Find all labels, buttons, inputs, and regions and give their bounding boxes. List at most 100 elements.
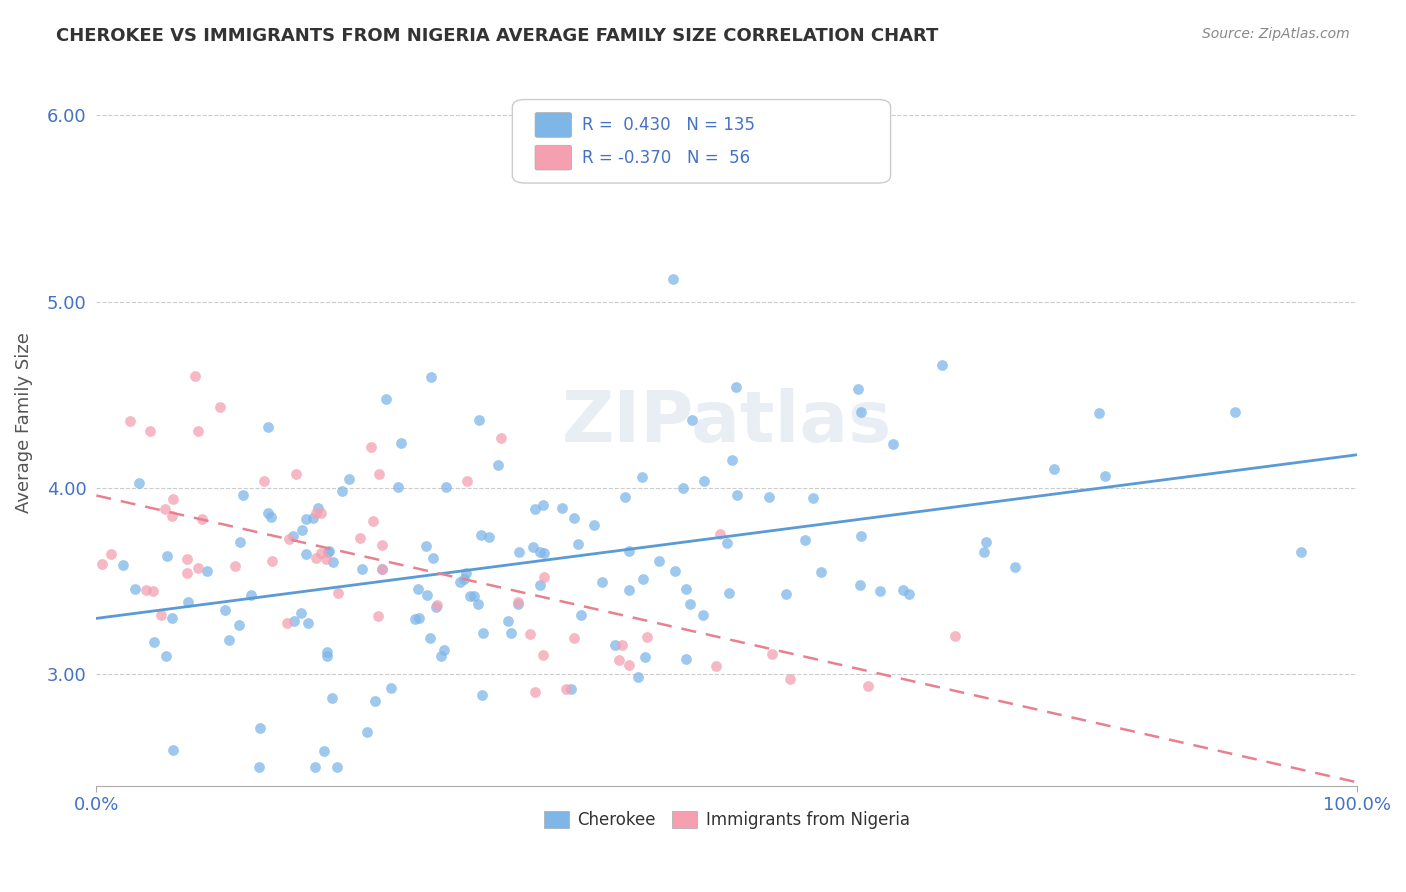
Point — [312, 744, 335, 758]
Point — [519, 627, 541, 641]
Point — [155, 648, 177, 663]
Point — [882, 437, 904, 451]
Point — [524, 501, 547, 516]
Point — [456, 474, 478, 488]
Point — [321, 691, 343, 706]
Point — [240, 588, 263, 602]
Text: R =  0.430   N = 135: R = 0.430 N = 135 — [582, 116, 755, 134]
Point — [361, 514, 384, 528]
Point — [508, 597, 530, 611]
Point — [330, 484, 353, 499]
Point — [256, 420, 278, 434]
Point — [364, 694, 387, 708]
Point — [406, 582, 429, 597]
Point — [1004, 560, 1026, 574]
Point — [283, 529, 305, 543]
Point — [283, 615, 305, 629]
Point — [433, 642, 456, 657]
Point — [931, 358, 953, 372]
Point — [508, 545, 530, 559]
Point — [305, 551, 328, 566]
Point — [356, 724, 378, 739]
Point — [307, 501, 329, 516]
Point — [718, 586, 741, 600]
Point — [506, 595, 529, 609]
Point — [801, 491, 824, 505]
Point — [187, 424, 209, 438]
Point — [285, 467, 308, 481]
Point — [128, 475, 150, 490]
Text: CHEROKEE VS IMMIGRANTS FROM NIGERIA AVERAGE FAMILY SIZE CORRELATION CHART: CHEROKEE VS IMMIGRANTS FROM NIGERIA AVER… — [56, 27, 939, 45]
Point — [499, 626, 522, 640]
Point — [533, 546, 555, 560]
Point — [139, 424, 162, 438]
Point — [232, 488, 254, 502]
Point — [326, 585, 349, 599]
Point — [468, 413, 491, 427]
FancyBboxPatch shape — [512, 100, 890, 183]
Point — [692, 607, 714, 622]
Point — [848, 578, 870, 592]
Point — [370, 562, 392, 576]
Point — [143, 634, 166, 648]
Point — [224, 558, 246, 573]
Point — [454, 566, 477, 581]
Point — [529, 578, 551, 592]
Point — [135, 582, 157, 597]
Point — [1223, 405, 1246, 419]
Point — [276, 615, 298, 630]
Point — [142, 584, 165, 599]
Point — [610, 638, 633, 652]
Point — [305, 507, 328, 521]
Point — [562, 510, 585, 524]
Point — [607, 653, 630, 667]
Point — [260, 554, 283, 568]
Point — [681, 412, 703, 426]
Point — [253, 475, 276, 489]
Point — [187, 561, 209, 575]
Point — [349, 531, 371, 545]
Point — [551, 501, 574, 516]
Point — [693, 474, 716, 488]
Point — [195, 564, 218, 578]
Point — [614, 490, 637, 504]
Point — [453, 572, 475, 586]
Point — [278, 532, 301, 546]
Point — [470, 527, 492, 541]
Point — [425, 600, 447, 615]
Point — [124, 582, 146, 596]
Point — [208, 400, 231, 414]
Point — [302, 511, 325, 525]
Point — [725, 488, 748, 502]
FancyBboxPatch shape — [536, 112, 572, 137]
Point — [560, 682, 582, 697]
Point — [371, 562, 394, 576]
Point — [486, 458, 509, 472]
Point — [387, 480, 409, 494]
Point — [627, 670, 650, 684]
Point — [367, 608, 389, 623]
Point — [472, 625, 495, 640]
Point — [295, 512, 318, 526]
Point — [524, 685, 547, 699]
Point — [709, 526, 731, 541]
Point — [370, 538, 392, 552]
Point — [420, 369, 443, 384]
Point — [389, 436, 412, 450]
Point — [150, 607, 173, 622]
Point — [295, 547, 318, 561]
Point — [675, 582, 697, 597]
Point — [257, 507, 280, 521]
Point — [458, 590, 481, 604]
Point — [156, 549, 179, 563]
Point — [229, 535, 252, 549]
Point — [716, 535, 738, 549]
Point — [591, 574, 613, 589]
Point — [422, 551, 444, 566]
Point — [634, 650, 657, 665]
Point — [1289, 545, 1312, 559]
Point — [617, 544, 640, 558]
Point — [322, 555, 344, 569]
Point — [1094, 469, 1116, 483]
Point — [162, 743, 184, 757]
